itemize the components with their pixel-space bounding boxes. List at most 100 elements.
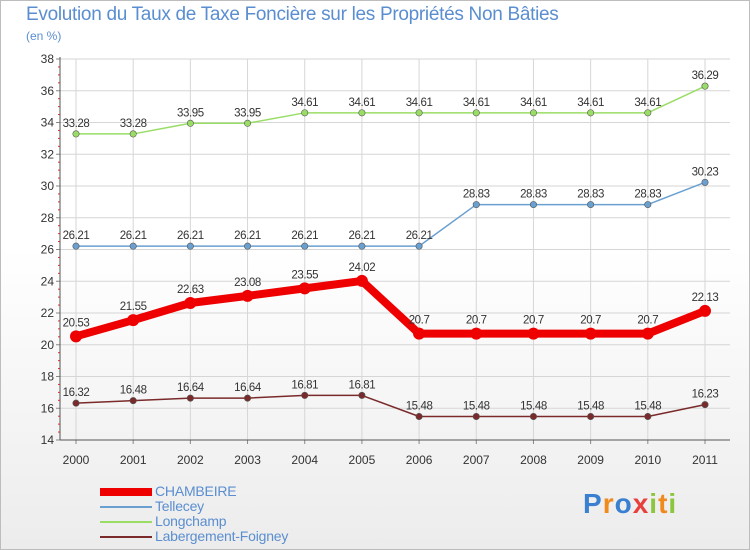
proxiti-logo: Proxiti xyxy=(583,488,677,520)
data-label-longchamp: 33.28 xyxy=(120,118,147,130)
data-point-tellecey xyxy=(701,178,709,186)
data-point-labergement-foigney xyxy=(587,413,595,421)
data-label-chambeire: 20.7 xyxy=(409,315,430,327)
data-label-chambeire: 24.02 xyxy=(349,262,376,274)
data-point-chambeire xyxy=(70,330,82,343)
data-label-tellecey: 26.21 xyxy=(120,230,147,242)
data-point-labergement-foigney xyxy=(129,397,137,405)
x-tick-label: 2006 xyxy=(406,453,433,467)
x-tick-label: 2003 xyxy=(234,453,261,467)
legend-item-longchamp: Longchamp xyxy=(100,513,360,530)
data-point-chambeire xyxy=(127,314,140,327)
y-tick-label: 36 xyxy=(41,84,55,98)
data-label-chambeire: 22.63 xyxy=(177,284,204,296)
data-label-labergement-foigney: 16.32 xyxy=(63,387,90,399)
data-point-longchamp xyxy=(358,109,366,117)
data-label-tellecey: 26.21 xyxy=(177,230,204,242)
data-point-chambeire xyxy=(298,282,311,295)
data-label-chambeire: 23.55 xyxy=(291,269,318,281)
x-tick-label: 2004 xyxy=(291,453,318,467)
x-tick-label: 2010 xyxy=(634,453,661,467)
data-label-labergement-foigney: 15.48 xyxy=(634,401,661,413)
data-point-chambeire xyxy=(241,289,254,302)
data-label-tellecey: 28.83 xyxy=(577,189,604,201)
data-label-chambeire: 21.55 xyxy=(120,301,147,313)
data-point-labergement-foigney xyxy=(644,413,652,421)
y-tick-label: 38 xyxy=(41,52,55,66)
series-line-chambeire xyxy=(72,276,709,341)
legend-swatch-labergement-foigney xyxy=(100,536,152,538)
y-tick-label: 22 xyxy=(41,306,55,320)
data-label-chambeire: 20.7 xyxy=(523,315,544,327)
data-label-chambeire: 23.08 xyxy=(234,277,261,289)
data-label-labergement-foigney: 15.48 xyxy=(406,401,433,413)
logo-letter: r xyxy=(602,488,615,519)
x-tick-label: 2008 xyxy=(520,453,547,467)
data-point-longchamp xyxy=(529,109,537,117)
x-tick-label: 2002 xyxy=(177,453,204,467)
data-label-tellecey: 30.23 xyxy=(692,166,719,178)
logo-letter: P xyxy=(583,488,603,519)
data-label-labergement-foigney: 16.48 xyxy=(120,385,147,397)
data-label-longchamp: 36.29 xyxy=(692,70,719,82)
data-point-tellecey xyxy=(587,201,595,209)
legend-item-tellecey: Tellecey xyxy=(100,498,360,515)
x-tick-label: 2005 xyxy=(349,453,376,467)
data-point-longchamp xyxy=(644,109,652,117)
data-point-longchamp xyxy=(72,130,80,138)
data-point-longchamp xyxy=(129,130,137,138)
x-tick-label: 2011 xyxy=(692,453,718,467)
x-tick-label: 2009 xyxy=(577,453,604,467)
data-label-tellecey: 26.21 xyxy=(406,230,433,242)
legend-swatch-longchamp xyxy=(100,521,152,523)
logo-letter: i xyxy=(668,488,678,519)
data-label-chambeire: 20.7 xyxy=(637,315,658,327)
data-point-longchamp xyxy=(472,109,480,117)
data-point-labergement-foigney xyxy=(472,413,480,421)
y-tick-label: 20 xyxy=(41,338,55,352)
data-label-tellecey: 28.83 xyxy=(463,189,490,201)
data-point-tellecey xyxy=(644,201,652,209)
data-label-chambeire: 20.53 xyxy=(63,317,90,329)
x-tick-label: 2001 xyxy=(120,453,147,467)
legend-item-labergement-foigney: Labergement-Foigney xyxy=(100,528,360,545)
data-label-chambeire: 22.13 xyxy=(692,292,719,304)
data-point-labergement-foigney xyxy=(358,391,366,399)
y-tick-label: 34 xyxy=(41,116,55,130)
data-label-labergement-foigney: 16.64 xyxy=(234,382,262,394)
data-label-tellecey: 26.21 xyxy=(63,230,90,242)
data-label-labergement-foigney: 16.81 xyxy=(291,379,318,391)
data-point-longchamp xyxy=(701,82,709,90)
data-label-tellecey: 26.21 xyxy=(234,230,261,242)
chart-title: Evolution du Taux de Taxe Foncière sur l… xyxy=(26,4,559,25)
logo-letter: t xyxy=(658,488,669,519)
legend-label-labergement-foigney: Labergement-Foigney xyxy=(155,528,289,544)
series-line-labergement-foigney xyxy=(75,394,706,418)
data-point-labergement-foigney xyxy=(186,394,194,402)
data-label-longchamp: 33.95 xyxy=(177,107,204,119)
data-label-longchamp: 34.61 xyxy=(463,97,490,109)
data-label-tellecey: 28.83 xyxy=(520,189,547,201)
y-tick-label: 26 xyxy=(41,243,55,257)
legend-label-longchamp: Longchamp xyxy=(155,513,227,529)
data-label-longchamp: 34.61 xyxy=(577,97,604,109)
data-point-tellecey xyxy=(358,242,366,250)
y-axis-unit: (en %) xyxy=(26,29,62,43)
data-label-tellecey: 26.21 xyxy=(349,230,376,242)
data-label-longchamp: 34.61 xyxy=(406,97,433,109)
data-point-tellecey xyxy=(186,242,194,250)
data-point-longchamp xyxy=(415,109,423,117)
data-point-chambeire xyxy=(355,274,368,287)
data-label-chambeire: 20.7 xyxy=(580,315,601,327)
data-point-chambeire xyxy=(470,327,483,340)
data-point-chambeire xyxy=(527,327,540,340)
data-label-labergement-foigney: 16.64 xyxy=(177,382,205,394)
data-point-labergement-foigney xyxy=(701,401,709,409)
data-label-longchamp: 34.61 xyxy=(520,97,547,109)
data-label-tellecey: 26.21 xyxy=(291,230,318,242)
y-tick-label: 16 xyxy=(41,401,55,415)
series-line-longchamp xyxy=(75,85,706,135)
data-point-tellecey xyxy=(72,242,80,250)
data-point-tellecey xyxy=(244,242,252,250)
